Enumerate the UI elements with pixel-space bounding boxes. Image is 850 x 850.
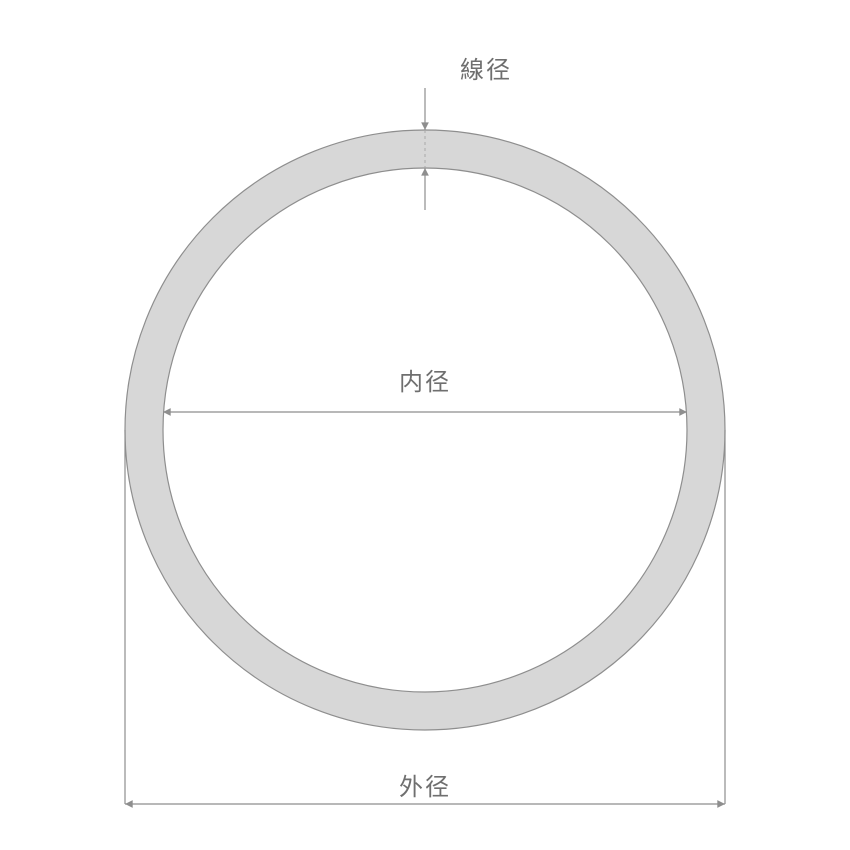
- outer-diameter-label: 外径: [399, 774, 451, 801]
- ring-dimension-diagram: 線径 内径 外径: [0, 0, 850, 850]
- wire-diameter-label: 線径: [460, 57, 512, 84]
- ring-shape: [125, 130, 725, 730]
- inner-circle: [163, 168, 687, 692]
- inner-diameter-label: 内径: [399, 369, 451, 396]
